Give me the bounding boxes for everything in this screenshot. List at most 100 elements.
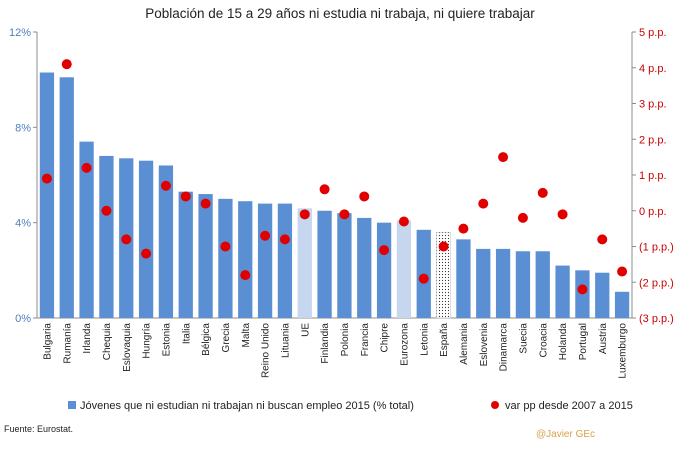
bar bbox=[178, 191, 193, 318]
y-right-tick-label: 2 p.p. bbox=[639, 134, 667, 146]
category-label: Grecia bbox=[221, 323, 232, 353]
category-label: Italia bbox=[181, 323, 192, 345]
dot bbox=[41, 173, 52, 184]
bar bbox=[158, 165, 174, 318]
y-left-tick-label: 8% bbox=[15, 122, 31, 134]
dot bbox=[458, 223, 469, 234]
bar bbox=[456, 239, 471, 318]
category-label: Alemania bbox=[459, 323, 470, 365]
author-credit: @Javier GEc bbox=[536, 429, 595, 440]
dot bbox=[319, 184, 330, 195]
bar bbox=[59, 77, 74, 319]
dot bbox=[141, 248, 152, 259]
dot bbox=[160, 180, 171, 191]
category-label: Eurozona bbox=[399, 323, 410, 366]
dot bbox=[418, 273, 429, 284]
category-label: Hungría bbox=[142, 323, 153, 359]
category-label: Croacia bbox=[538, 323, 549, 358]
dot bbox=[577, 284, 588, 295]
dot bbox=[101, 205, 112, 216]
category-label: Eslovaquia bbox=[122, 323, 133, 372]
y-left-tick-label: 0% bbox=[15, 313, 31, 325]
dot bbox=[438, 241, 449, 252]
dot bbox=[240, 270, 251, 281]
dot bbox=[478, 198, 489, 209]
y-right-tick-label: (3 p.p.) bbox=[639, 313, 674, 325]
dot bbox=[180, 191, 191, 202]
chart-title: Población de 15 a 29 años ni estudia ni … bbox=[145, 6, 535, 21]
category-label: UE bbox=[300, 323, 311, 337]
legend-dot-swatch bbox=[491, 401, 499, 409]
category-label: Irlanda bbox=[82, 323, 93, 354]
y-right-tick-label: 0 p.p. bbox=[639, 206, 667, 218]
dot bbox=[537, 187, 548, 198]
bar bbox=[218, 198, 233, 318]
bar bbox=[198, 194, 213, 318]
bar bbox=[79, 141, 94, 318]
y-left-tick-label: 12% bbox=[9, 27, 31, 39]
category-label: Malta bbox=[241, 323, 252, 348]
bar bbox=[99, 155, 114, 318]
category-label: Bulgaria bbox=[42, 323, 53, 360]
category-label: Rumanía bbox=[62, 323, 73, 364]
bar bbox=[436, 231, 451, 319]
y-right-tick-label: (2 p.p.) bbox=[639, 277, 674, 289]
category-label: Polonia bbox=[340, 323, 351, 357]
dot bbox=[299, 209, 310, 220]
legend: Jóvenes que ni estudian ni trabajan ni b… bbox=[68, 400, 633, 412]
bar bbox=[595, 272, 610, 318]
bar bbox=[396, 220, 412, 318]
category-label: Lituania bbox=[280, 323, 291, 358]
tick-labels: 0% 4% 8% 12% 5 p.p. 4 p.p. 3 p.p. 2 p.p. 1 p.p. 0… bbox=[9, 27, 674, 325]
dot bbox=[279, 234, 290, 245]
dot bbox=[617, 266, 628, 277]
dot bbox=[61, 59, 72, 70]
category-label: Eslovenia bbox=[479, 323, 490, 367]
bar bbox=[317, 210, 332, 318]
bar bbox=[614, 291, 630, 318]
category-label: Finlandia bbox=[320, 323, 331, 364]
dot bbox=[379, 245, 390, 256]
bar bbox=[495, 248, 511, 318]
dot bbox=[398, 216, 409, 227]
bar bbox=[555, 265, 570, 318]
bar bbox=[376, 222, 392, 318]
dot bbox=[339, 209, 350, 220]
bar bbox=[39, 72, 55, 319]
legend-dot-label: var pp desde 2007 a 2015 bbox=[505, 400, 633, 412]
category-label: Portugal bbox=[578, 323, 589, 360]
y-right-tick-label: 4 p.p. bbox=[639, 63, 667, 75]
category-label: Chequia bbox=[102, 323, 113, 361]
dot bbox=[81, 162, 92, 173]
dot bbox=[359, 191, 370, 202]
category-label: España bbox=[439, 323, 450, 357]
dot bbox=[260, 230, 271, 241]
legend-bar-swatch bbox=[68, 401, 76, 409]
bar bbox=[535, 251, 550, 318]
source-note: Fuente: Eurostat. bbox=[4, 424, 73, 434]
dot-series bbox=[41, 59, 628, 295]
y-left-tick-label: 4% bbox=[15, 218, 31, 230]
bar bbox=[257, 203, 273, 318]
bar bbox=[337, 213, 352, 318]
dot bbox=[498, 152, 509, 163]
bar bbox=[138, 160, 154, 318]
category-labels: Bulgaria Rumanía Irlanda Chequia Eslovaquia H… bbox=[42, 323, 628, 379]
dot bbox=[597, 234, 608, 245]
bar bbox=[297, 208, 312, 318]
category-label: Bélgica bbox=[201, 323, 212, 356]
dot bbox=[517, 212, 528, 223]
category-label: Chipre bbox=[380, 323, 391, 353]
bar bbox=[238, 201, 253, 318]
dot bbox=[121, 234, 132, 245]
bar bbox=[357, 217, 372, 318]
category-label: Luxemburgo bbox=[618, 323, 629, 379]
y-right-tick-label: 3 p.p. bbox=[639, 99, 667, 111]
category-label: Holanda bbox=[558, 323, 569, 361]
category-label: Suecia bbox=[518, 323, 529, 354]
category-label: Reino Unido bbox=[261, 323, 272, 378]
bar bbox=[515, 251, 531, 318]
category-label: Dinamarca bbox=[499, 323, 510, 372]
dot bbox=[200, 198, 211, 209]
